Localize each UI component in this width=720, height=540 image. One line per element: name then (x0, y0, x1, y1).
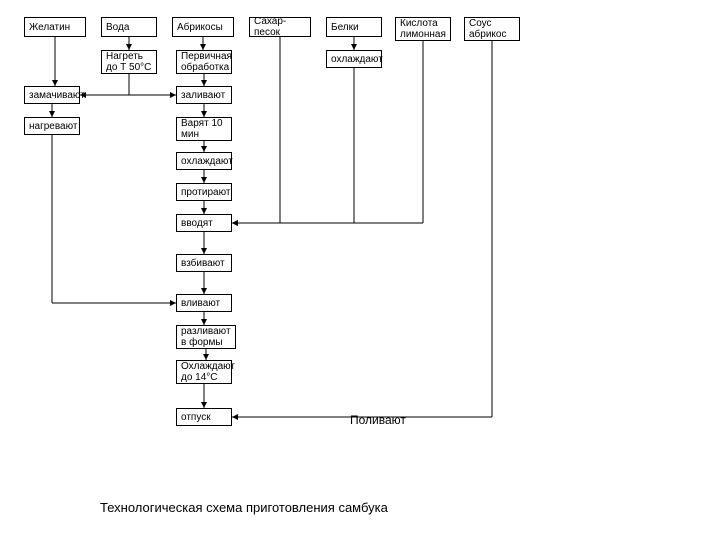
node-soak: замачивают (24, 86, 80, 104)
node-pour: заливают (176, 86, 232, 104)
node-serve: отпуск (176, 408, 232, 426)
node-water: Вода (101, 17, 157, 37)
node-mold: разливают в формы (176, 325, 236, 349)
node-sauce: Соус абрикос (464, 17, 520, 41)
node-introduce: вводят (176, 214, 232, 232)
node-primary: Первичная обработка (176, 50, 232, 74)
node-wipe: протирают (176, 183, 232, 201)
node-sugar: Сахар-песок (249, 17, 311, 37)
node-cool1: охлаждают (326, 50, 382, 68)
node-gelatin: Желатин (24, 17, 86, 37)
node-cool14: Охлаждают до 14°С (176, 360, 232, 384)
node-whip: взбивают (176, 254, 232, 272)
node-boil: Варят 10 мин (176, 117, 232, 141)
node-heat: нагревают (24, 117, 80, 135)
node-pourin: вливают (176, 294, 232, 312)
node-acid: Кислота лимонная (395, 17, 451, 41)
node-whites: Белки (326, 17, 382, 37)
node-apricots: Абрикосы (172, 17, 234, 37)
node-heat50: Нагреть до Т 50°С (101, 50, 157, 74)
diagram-caption: Технологическая схема приготовления самб… (100, 500, 388, 515)
pour-label: Поливают (350, 413, 406, 427)
node-cool2: охлаждают (176, 152, 232, 170)
